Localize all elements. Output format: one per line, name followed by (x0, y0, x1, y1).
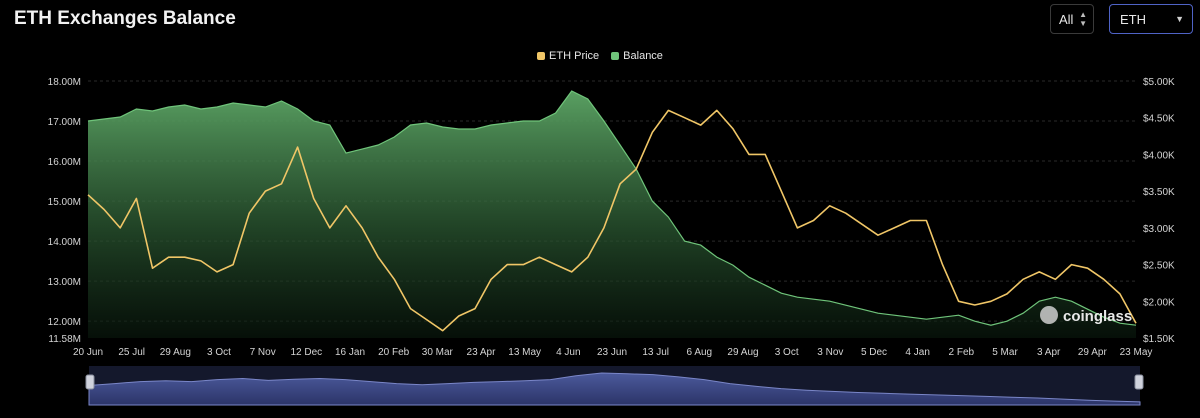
right-axis-tick: $2.00K (1143, 297, 1175, 308)
x-axis-tick: 6 Aug (687, 347, 713, 358)
x-axis-tick: 29 Aug (727, 347, 758, 358)
legend-label-eth-price: ETH Price (549, 50, 600, 62)
coin-select[interactable]: ETH ▼ (1109, 4, 1193, 34)
coinglass-logo-icon (1040, 306, 1058, 324)
page-title: ETH Exchanges Balance (14, 8, 236, 29)
x-axis-tick: 5 Mar (992, 347, 1018, 358)
x-axis-tick: 13 May (508, 347, 541, 358)
eth-price-line (87, 109, 1137, 332)
range-select[interactable]: All ▲ ▼ (1050, 4, 1094, 34)
range-select-value: All (1059, 11, 1074, 27)
x-axis-tick: 2 Feb (949, 347, 975, 358)
x-axis-tick: 29 Aug (160, 347, 191, 358)
x-axis-tick: 3 Oct (207, 347, 231, 358)
x-axis-tick: 4 Jun (556, 347, 580, 358)
watermark-text: coinglass (1063, 308, 1132, 325)
left-axis-tick: 11.58M (48, 334, 81, 345)
left-axis-tick: 17.00M (48, 117, 81, 128)
range-navigator (85, 366, 1144, 406)
x-axis-tick: 23 Apr (467, 347, 497, 358)
right-axis-tick: $3.50K (1143, 187, 1175, 198)
updown-arrows-icon: ▲ ▼ (1079, 10, 1087, 28)
balance-line (87, 90, 1137, 326)
legend-label-balance: Balance (623, 50, 663, 62)
right-axis-tick: $2.50K (1143, 261, 1175, 272)
navigator-handle-left[interactable] (85, 374, 95, 390)
x-axis-tick: 3 Apr (1037, 347, 1061, 358)
right-axis-tick: $5.00K (1143, 77, 1175, 88)
x-axis-tick: 3 Oct (775, 347, 799, 358)
left-axis-tick: 13.00M (48, 277, 81, 288)
x-axis-tick: 23 Jun (597, 347, 627, 358)
legend-item-eth-price[interactable]: ETH Price (537, 50, 599, 62)
left-axis-tick: 15.00M (48, 197, 81, 208)
left-axis-tick: 18.00M (48, 77, 81, 88)
x-axis-tick: 16 Jan (335, 347, 365, 358)
x-axis-tick: 30 Mar (422, 347, 454, 358)
legend-swatch-eth-price (537, 52, 546, 60)
x-axis-tick: 23 May (1120, 347, 1153, 358)
axis-labels: 18.00M 17.00M 16.00M 15.00M 14.00M 13.00M 12.0… (48, 77, 1175, 358)
left-axis-tick: 16.00M (48, 157, 81, 168)
x-axis-tick: 5 Dec (861, 347, 887, 358)
right-axis-tick: $1.50K (1143, 334, 1175, 345)
x-axis-tick: 20 Jun (73, 347, 103, 358)
right-axis-tick: $4.00K (1143, 150, 1175, 161)
x-axis-tick: 13 Jul (642, 347, 669, 358)
balance-area (88, 91, 1136, 338)
legend-item-balance[interactable]: Balance (611, 50, 663, 62)
coin-select-value: ETH (1120, 11, 1146, 27)
balance-area-layer (87, 90, 1137, 338)
left-axis-tick: 14.00M (48, 237, 81, 248)
x-axis-tick: 7 Nov (250, 347, 276, 358)
x-axis-tick: 4 Jan (905, 347, 929, 358)
x-axis-tick: 25 Jul (118, 347, 145, 358)
navigator-area (88, 372, 1141, 406)
coinglass-watermark: coinglass (1040, 306, 1132, 325)
left-axis-tick: 12.00M (48, 317, 81, 328)
x-axis-tick: 3 Nov (817, 347, 843, 358)
x-axis-tick: 29 Apr (1078, 347, 1108, 358)
caret-down-icon: ▼ (1175, 14, 1184, 24)
price-line-layer (87, 109, 1137, 332)
navigator-handle-right[interactable] (1134, 374, 1144, 390)
right-axis-tick: $4.50K (1143, 114, 1175, 125)
legend-swatch-balance (611, 52, 620, 60)
x-axis-tick: 20 Feb (378, 347, 410, 358)
chart-legend: ETH Price Balance (0, 50, 1200, 62)
right-axis-tick: $3.00K (1143, 224, 1175, 235)
x-axis-tick: 12 Dec (290, 347, 322, 358)
